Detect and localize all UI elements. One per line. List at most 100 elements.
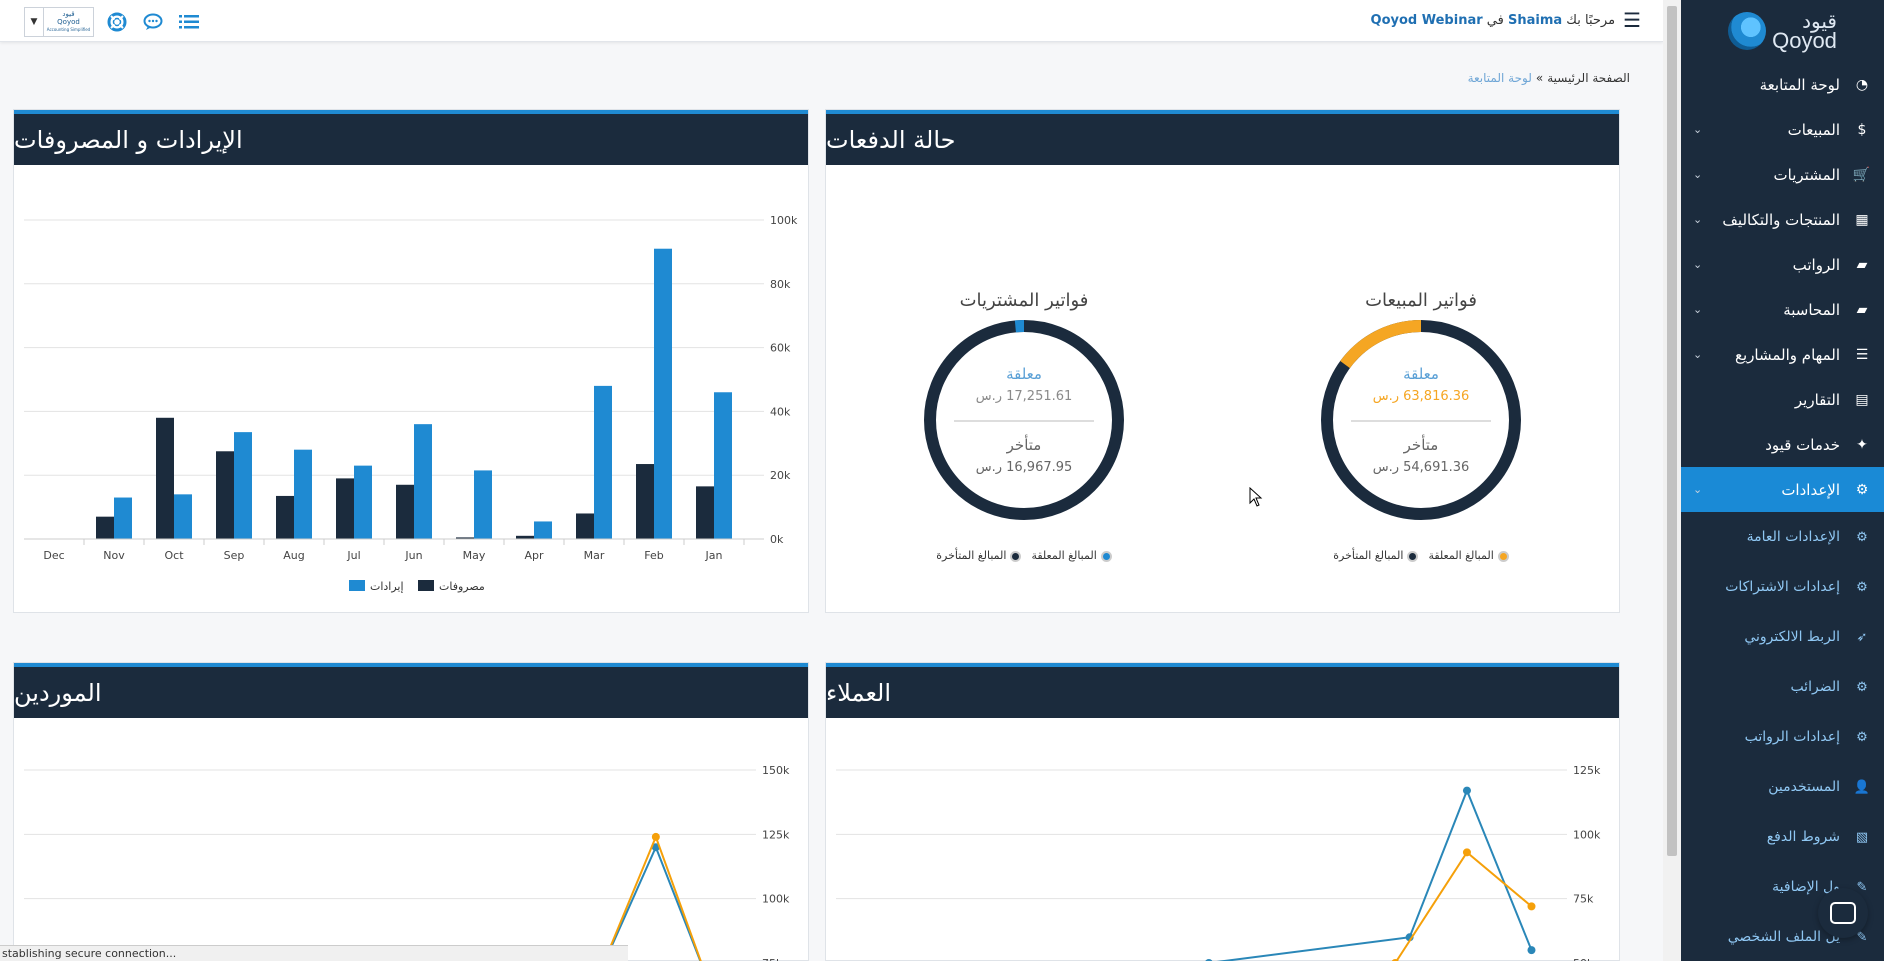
legend-open[interactable]: المبالغ المعلقة <box>1428 549 1509 562</box>
user-name[interactable]: Shaima <box>1507 12 1563 28</box>
settings-subitem[interactable]: ✎ ول الإضافية <box>1681 862 1884 912</box>
bar-expenses[interactable] <box>276 495 294 539</box>
bar-revenue[interactable] <box>354 465 372 539</box>
list-icon: ☰ <box>1855 346 1869 363</box>
settings-subitem[interactable]: ⚙ الإعدادات العامة <box>1681 512 1884 562</box>
bar-expenses[interactable] <box>456 537 474 539</box>
top-bar: ☰ مرحبًا بك Shaima في Qoyod Webinar ▼ قي… <box>0 0 1663 42</box>
settings-subitem[interactable]: ⚙ إعدادات الاشتراكات <box>1681 562 1884 612</box>
brand-logo[interactable]: قيود Qoyod <box>1681 0 1884 62</box>
data-point[interactable] <box>1527 946 1536 955</box>
settings-subitem[interactable]: ⚙ إعدادات الرواتب <box>1681 712 1884 762</box>
breadcrumb-current[interactable]: لوحة المتابعة <box>1467 71 1532 85</box>
legend-open-dot <box>1497 550 1509 562</box>
settings-subitem-label: الإعدادات العامة <box>1746 529 1840 545</box>
bar-expenses[interactable] <box>336 478 354 539</box>
sidebar-item-label: المحاسبة <box>1783 300 1840 319</box>
chat-icon[interactable] <box>140 9 166 35</box>
sidebar-item-label: المنتجات والتكاليف <box>1722 210 1840 229</box>
chevron-down-icon[interactable]: ▼ <box>30 17 38 27</box>
bar-expenses[interactable] <box>636 464 654 539</box>
purchase-invoices-donut: فواتير المشتريات معلقة 17,251.61 ر.س متأ… <box>919 290 1129 562</box>
chevron-down-icon[interactable]: ⌄ <box>1693 483 1703 496</box>
menu-toggle-icon[interactable]: ☰ <box>1623 8 1641 32</box>
chevron-down-icon[interactable]: ⌄ <box>1693 168 1703 181</box>
legend-late[interactable]: المبالغ المتأخرة <box>1333 549 1419 562</box>
donut-open-arc[interactable] <box>924 320 1124 520</box>
y-tick-label: 40k <box>770 405 791 418</box>
data-point[interactable] <box>651 832 660 841</box>
legend-open[interactable]: المبالغ المعلقة <box>1031 549 1112 562</box>
data-point[interactable] <box>1462 848 1471 857</box>
payments-body: فواتير المبيعات معلقة 63,816.36 ر.س متأخ… <box>826 165 1619 610</box>
legend-revenue-label[interactable]: إيرادات <box>370 580 404 593</box>
panel-title: حالة الدفعات <box>826 110 1619 165</box>
data-point[interactable] <box>1462 786 1471 795</box>
legend-expenses-label[interactable]: مصروفات <box>439 580 485 593</box>
bar-expenses[interactable] <box>96 516 114 539</box>
bar-revenue[interactable] <box>114 497 132 539</box>
bar-expenses[interactable] <box>516 535 534 539</box>
sidebar-item[interactable]: $ المبيعات ⌄ <box>1681 107 1884 152</box>
company-name[interactable]: Qoyod Webinar <box>1370 12 1483 28</box>
settings-subitem-label: ول الإضافية <box>1772 879 1840 895</box>
list-icon[interactable] <box>176 9 202 35</box>
bar-expenses[interactable] <box>396 484 414 539</box>
scrollbar-thumb[interactable] <box>1667 6 1677 856</box>
welcome-in: في <box>1486 12 1504 28</box>
settings-subitem[interactable]: ⚙ الضرائب <box>1681 662 1884 712</box>
donut-open-arc[interactable] <box>1321 320 1521 520</box>
sidebar-item[interactable]: ▰ المحاسبة ⌄ <box>1681 287 1884 332</box>
chevron-down-icon[interactable]: ⌄ <box>1693 348 1703 361</box>
x-tick-label: Aug <box>283 549 304 562</box>
edit-icon: ✎ <box>1856 879 1868 895</box>
sidebar-item[interactable]: 🛒 المشتريات ⌄ <box>1681 152 1884 197</box>
sidebar-item[interactable]: ⚙ الإعدادات ⌄ <box>1681 467 1884 512</box>
settings-subitem[interactable]: ✎ يل الملف الشخصي <box>1681 912 1884 961</box>
chevron-down-icon[interactable]: ⌄ <box>1693 123 1703 136</box>
sidebar-item[interactable]: ◔ لوحة المتابعة <box>1681 62 1884 107</box>
chevron-down-icon[interactable]: ⌄ <box>1693 303 1703 316</box>
bar-expenses[interactable] <box>216 451 234 539</box>
bar-revenue[interactable] <box>534 521 552 539</box>
bar-revenue[interactable] <box>714 392 732 539</box>
company-selector[interactable]: ▼ قيود Qoyod Accounting Simplified <box>24 7 94 37</box>
data-point[interactable] <box>1527 902 1536 911</box>
settings-subitem[interactable]: 👤 المستخدمين <box>1681 762 1884 812</box>
brand-mark-icon <box>1728 12 1767 50</box>
revenue-expenses-chart: 0k 20k 40k 60k 80k 100k Jan Feb Mar Apr May Jun Jul A… <box>24 214 798 593</box>
y-tick-label: 80k <box>770 278 791 291</box>
chevron-down-icon[interactable]: ⌄ <box>1693 258 1703 271</box>
live-chat-button[interactable] <box>1818 888 1868 938</box>
settings-subitem-label: المستخدمين <box>1768 779 1840 795</box>
bar-revenue[interactable] <box>174 494 192 539</box>
bar-expenses[interactable] <box>156 417 174 539</box>
revenue-expenses-panel: الإيرادات و المصروفات 0k 20k 40k 60k 80k 100k… <box>13 109 809 613</box>
sidebar-item[interactable]: ☰ المهام والمشاريع ⌄ <box>1681 332 1884 377</box>
settings-subitem[interactable]: ➶ الربط الالكتروني <box>1681 612 1884 662</box>
sidebar-item[interactable]: ✦ خدمات قيود <box>1681 422 1884 467</box>
sidebar-item[interactable]: ▦ المنتجات والتكاليف ⌄ <box>1681 197 1884 242</box>
bar-revenue[interactable] <box>294 449 312 539</box>
bar-revenue[interactable] <box>594 385 612 539</box>
user-icon: 👤 <box>1853 779 1870 795</box>
bar-revenue[interactable] <box>234 432 252 539</box>
legend-late[interactable]: المبالغ المتأخرة <box>936 549 1022 562</box>
bar-revenue[interactable] <box>654 248 672 539</box>
page-scrollbar[interactable] <box>1663 0 1681 961</box>
bar-expenses[interactable] <box>696 486 714 539</box>
series-line <box>603 844 702 961</box>
x-tick-label: Jun <box>404 549 422 562</box>
sidebar-item[interactable]: ▰ الرواتب ⌄ <box>1681 242 1884 287</box>
bar-revenue[interactable] <box>414 424 432 539</box>
support-lifebuoy-icon[interactable] <box>104 9 130 35</box>
settings-subitem[interactable]: ▧ شروط الدفع <box>1681 812 1884 862</box>
sidebar-item[interactable]: ▤ التقارير <box>1681 377 1884 422</box>
bar-revenue[interactable] <box>474 470 492 539</box>
breadcrumb-home[interactable]: الصفحة الرئيسية <box>1547 71 1630 85</box>
legend-expenses-swatch <box>418 580 434 591</box>
bar-expenses[interactable] <box>576 513 594 539</box>
chevron-down-icon[interactable]: ⌄ <box>1693 213 1703 226</box>
sidebar-item-label: المشتريات <box>1773 165 1840 184</box>
payments-panel: حالة الدفعات فواتير المبيعات معلقة 63,81… <box>825 109 1620 613</box>
